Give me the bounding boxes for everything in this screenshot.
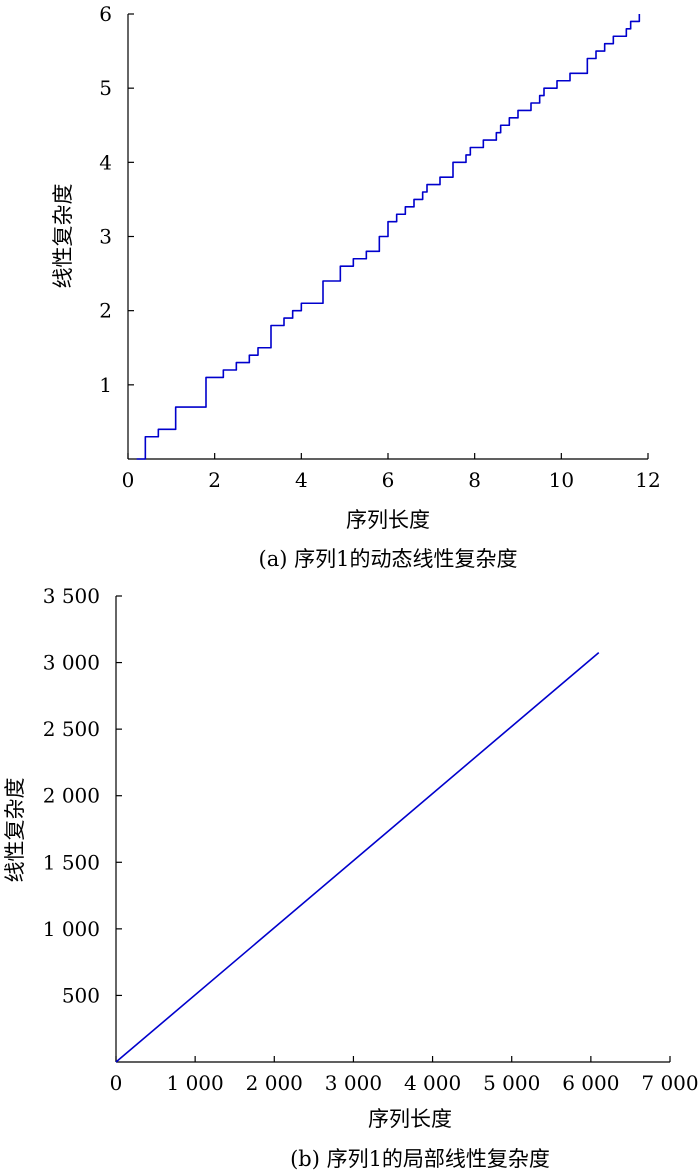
chart-a-x-tick-label: 6 [382, 468, 395, 492]
chart-a-y-tick-label: 4 [99, 150, 112, 174]
chart-a-y-tick-label: 5 [99, 76, 112, 100]
chart-a-y-tick-label: 1 [99, 373, 112, 397]
chart-a-x-tick-label: 2 [208, 468, 221, 492]
chart-b-y-tick-label: 2 500 [43, 717, 100, 741]
chart-b-y-tick-label: 2 000 [43, 784, 100, 808]
chart-b-x-tick-label: 1 000 [167, 1071, 224, 1095]
chart-b-y-tick-label: 500 [62, 983, 100, 1007]
chart-a-y-tick-label: 2 [99, 299, 112, 323]
chart-b-x-tick-label: 7 000 [641, 1071, 698, 1095]
chart-a-series-line [136, 14, 641, 460]
chart-a-ylabel: 线性复杂度 [51, 184, 75, 289]
chart-a-series [136, 14, 641, 460]
chart-b-x-tick-label: 3 000 [325, 1071, 382, 1095]
chart-a-y-ticks: 1 2 3 4 5 6 [99, 2, 134, 397]
chart-b-y-tick-label: 3 500 [43, 584, 100, 608]
chart-b-xlabel: 序列长度 [368, 1107, 452, 1131]
chart-b-x-tick-label: 5 000 [483, 1071, 540, 1095]
chart-a-caption: (a) 序列1的动态线性复杂度 [259, 547, 518, 571]
chart-a-x-tick-label: 10 [549, 468, 574, 492]
chart-a-x-ticks: 0 2 4 6 8 10 12 [122, 453, 661, 492]
chart-a-y-tick-label: 6 [99, 2, 112, 26]
chart-a-xlabel: 序列长度 [346, 508, 430, 532]
chart-b-series [115, 651, 600, 1063]
chart-b-x-tick-label: 4 000 [404, 1071, 461, 1095]
chart-b-y-tick-label: 3 000 [43, 651, 100, 675]
chart-b-y-tick-label: 1 000 [43, 917, 100, 941]
chart-b: 0 1 000 2 000 3 000 4 000 5 000 6 000 7 000 500… [3, 584, 699, 1171]
chart-a-x-tick-label: 4 [295, 468, 308, 492]
chart-b-series-line [115, 651, 600, 1063]
chart-b-x-tick-label: 0 [110, 1071, 123, 1095]
chart-b-x-tick-label: 6 000 [562, 1071, 619, 1095]
chart-b-x-tick-label: 2 000 [246, 1071, 303, 1095]
chart-b-x-ticks: 0 1 000 2 000 3 000 4 000 5 000 6 000 7 000 [110, 1056, 699, 1095]
chart-b-y-tick-label: 1 500 [43, 850, 100, 874]
chart-a-x-tick-label: 0 [122, 468, 135, 492]
chart-a-x-tick-label: 12 [635, 468, 660, 492]
chart-a-x-tick-label: 8 [468, 468, 481, 492]
chart-b-ylabel: 线性复杂度 [3, 778, 27, 883]
chart-b-y-ticks: 500 1 000 1 500 2 000 2 500 3 000 3 500 [43, 584, 122, 1007]
chart-a-y-tick-label: 3 [99, 225, 112, 249]
chart-b-caption: (b) 序列1的局部线性复杂度 [290, 1147, 550, 1171]
